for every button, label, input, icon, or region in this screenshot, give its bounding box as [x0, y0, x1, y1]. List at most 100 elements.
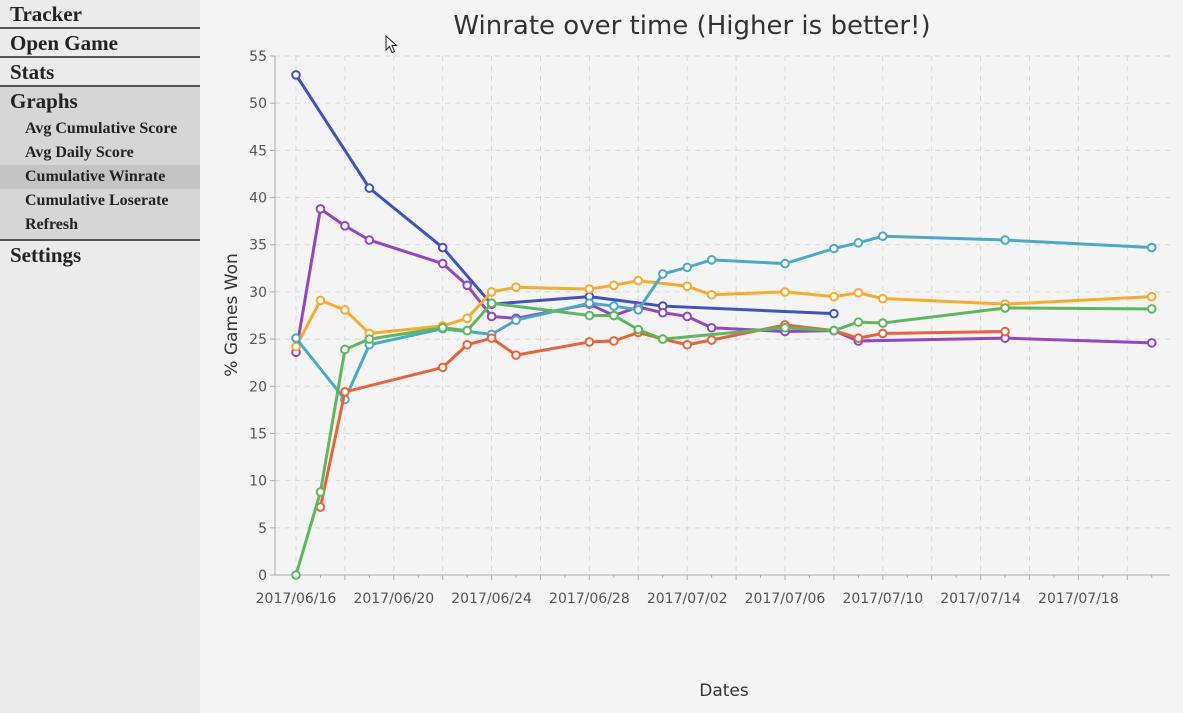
menu-item-avg-daily-score[interactable]: Avg Daily Score: [25, 144, 134, 161]
data-point: [1000, 303, 1010, 313]
data-point: [853, 238, 864, 248]
data-point: [853, 317, 864, 327]
series-line: [318, 323, 1006, 508]
data-point: [657, 334, 668, 344]
x-tick-label: 2017/06/24: [451, 591, 532, 607]
data-point: [1146, 291, 1157, 302]
data-point: [437, 258, 448, 269]
data-point: [486, 333, 497, 343]
data-point: [633, 324, 644, 335]
data-point: [878, 231, 888, 242]
data-point: [511, 282, 521, 292]
grid: [275, 55, 1170, 575]
series-6: [291, 298, 1157, 580]
data-point: [633, 305, 644, 315]
nav-settings[interactable]: Settings: [0, 241, 200, 270]
y-tick-label: 30: [249, 285, 267, 301]
x-tick-label: 2017/07/06: [745, 591, 826, 607]
x-axis-label: Dates: [699, 681, 749, 701]
series-1: [291, 70, 839, 319]
data-point: [609, 280, 619, 291]
y-tick-label: 45: [249, 143, 267, 159]
data-point: [829, 291, 839, 302]
sidebar: Tracker Open Game Stats Graphs Avg Cumul…: [0, 0, 200, 713]
data-point: [853, 333, 864, 343]
data-point: [584, 337, 595, 347]
nav-stats[interactable]: Stats: [0, 58, 200, 87]
data-point: [829, 308, 839, 319]
y-tick-label: 40: [249, 191, 267, 207]
series-line: [294, 301, 1152, 576]
nav-open-game[interactable]: Open Game: [0, 29, 200, 58]
mouse-cursor-icon: [385, 35, 398, 54]
data-point: [486, 298, 497, 309]
y-tick-label: 25: [249, 332, 267, 348]
menu-item-avg-cumulative-score[interactable]: Avg Cumulative Score: [25, 120, 178, 137]
data-point: [780, 258, 790, 269]
data-point: [853, 288, 864, 298]
data-point: [657, 307, 668, 318]
y-tick-label: 50: [249, 96, 267, 112]
x-tick-label: 2017/07/10: [842, 591, 923, 607]
nav-tracker[interactable]: Tracker: [0, 0, 200, 29]
data-point: [315, 295, 326, 306]
data-point: [878, 328, 888, 339]
data-point: [682, 281, 693, 292]
chart-area: 0 5 10 15 20 25 30 35 40 45 50 55 2017/06/16 2017/06/…: [200, 0, 1183, 713]
data-point: [829, 325, 839, 336]
data-point: [364, 235, 375, 245]
data-point: [706, 335, 717, 345]
y-axis-label: % Games Won: [222, 253, 242, 376]
series-line: [294, 234, 1152, 401]
y-tick-label: 0: [258, 568, 267, 584]
data-point: [364, 183, 375, 193]
data-point: [1000, 235, 1010, 245]
y-tick-label: 20: [249, 379, 267, 395]
data-point: [878, 293, 888, 304]
data-point: [462, 325, 472, 336]
y-tick-label: 15: [249, 426, 267, 442]
data-point: [706, 322, 717, 333]
data-point: [1000, 326, 1010, 337]
data-point: [340, 387, 350, 397]
data-point: [1146, 338, 1157, 348]
data-point: [462, 313, 472, 324]
nav-graphs[interactable]: Graphs: [0, 87, 200, 117]
menu-item-cumulative-winrate[interactable]: Cumulative Winrate: [0, 165, 200, 189]
data-point: [364, 334, 375, 344]
x-tick-label: 2017/06/16: [256, 591, 337, 607]
data-point: [340, 344, 350, 355]
x-tick-label: 2017/07/02: [647, 591, 728, 607]
data-point: [609, 301, 619, 311]
data-point: [291, 70, 301, 80]
series-line: [294, 74, 834, 316]
x-tick-label: 2017/06/28: [549, 591, 630, 607]
data-point: [706, 289, 717, 300]
y-tick-label: 5: [258, 521, 267, 537]
data-point: [829, 243, 839, 254]
data-point: [437, 322, 448, 333]
menu-item-refresh[interactable]: Refresh: [25, 216, 79, 233]
data-point: [780, 287, 790, 297]
data-point: [780, 322, 790, 333]
data-point: [682, 339, 693, 350]
data-point: [291, 570, 301, 580]
data-point: [291, 341, 301, 352]
data-point: [462, 339, 472, 350]
data-point: [609, 310, 619, 321]
data-point: [657, 269, 668, 279]
data-point: [315, 487, 326, 497]
menu-item-cumulative-loserate[interactable]: Cumulative Loserate: [25, 192, 169, 209]
series-layer: [291, 70, 1157, 580]
data-point: [706, 255, 717, 265]
series-5: [315, 320, 1010, 512]
data-point: [486, 287, 497, 297]
y-tick-label: 35: [249, 238, 267, 254]
data-point: [584, 298, 595, 309]
data-point: [340, 305, 350, 315]
axes: 0 5 10 15 20 25 30 35 40 45 50 55 2017/06/16 2017/06/…: [249, 49, 1170, 607]
data-point: [511, 315, 521, 326]
data-point: [1146, 242, 1157, 253]
data-point: [682, 311, 693, 322]
x-tick-label: 2017/06/20: [353, 591, 434, 607]
